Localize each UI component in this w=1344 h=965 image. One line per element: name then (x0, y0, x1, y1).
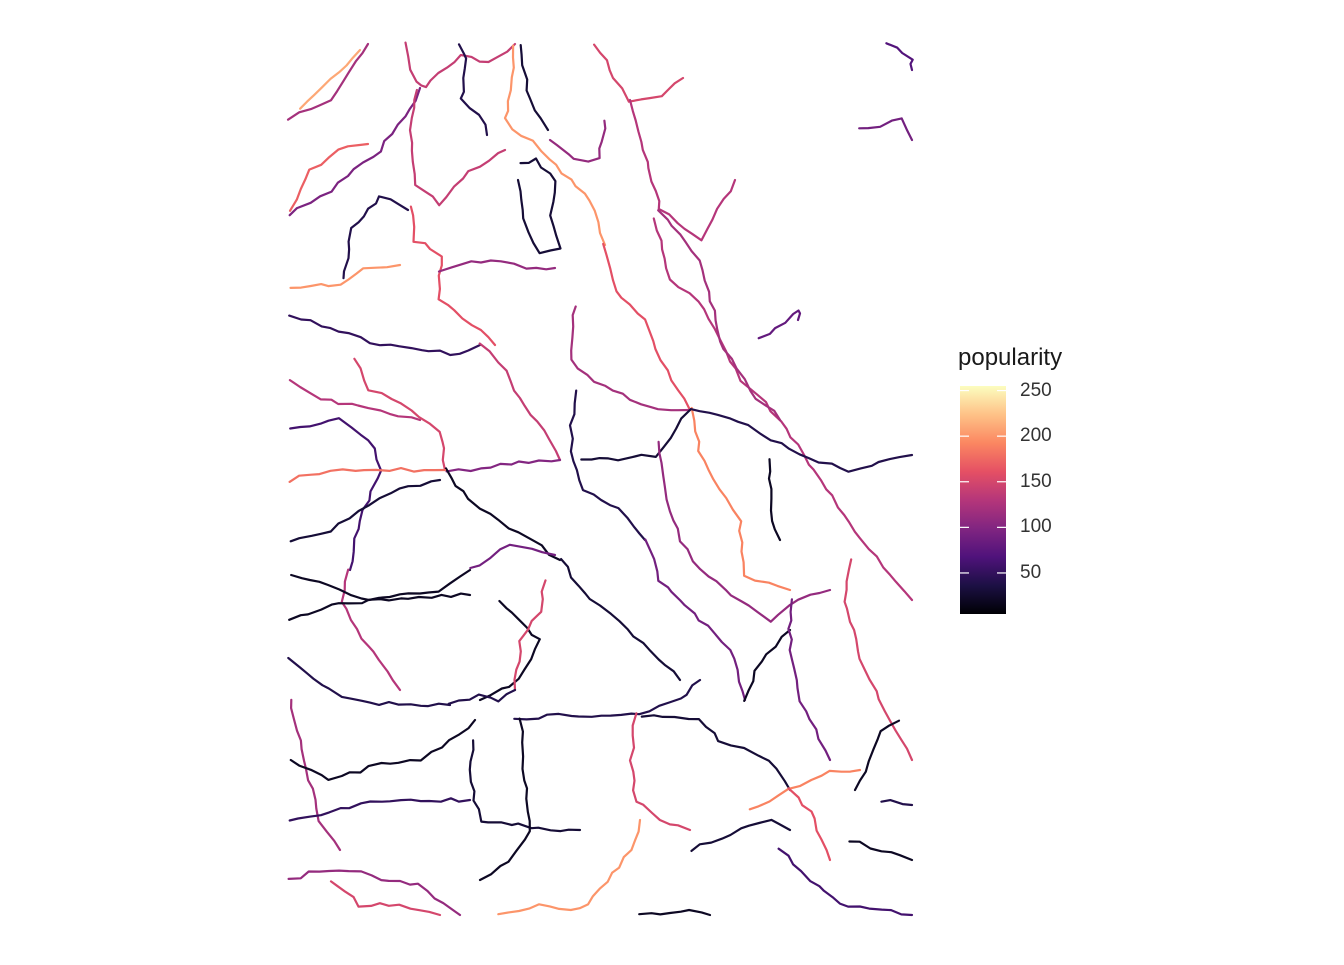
road-segment (516, 157, 562, 255)
road-segment (288, 592, 472, 621)
road-segment (478, 717, 531, 882)
road-segment (848, 840, 914, 862)
road-segment (287, 869, 462, 917)
road-segment (289, 718, 477, 781)
road-segment (748, 768, 862, 811)
road-segment (657, 209, 782, 422)
road-segment (513, 678, 702, 721)
legend-tick-label: 150 (1020, 470, 1052, 492)
road-segment (478, 599, 541, 702)
road-segment (853, 719, 901, 792)
road-segment (288, 86, 422, 217)
road-segment (457, 43, 489, 137)
road-segment (640, 714, 792, 792)
road-segment (447, 688, 517, 705)
road-segment (767, 458, 782, 542)
road-segment (548, 119, 607, 163)
legend-tick-label: 100 (1020, 516, 1052, 538)
road-segment (690, 406, 792, 592)
road-segment (787, 598, 832, 762)
road-segment (568, 389, 647, 542)
road-segment (580, 408, 692, 462)
road-segment (628, 98, 737, 242)
road-segment (289, 263, 402, 289)
road-segment (858, 117, 914, 142)
road-segment (288, 142, 370, 212)
road-segment (290, 568, 472, 602)
road-segment (513, 579, 547, 692)
legend-tick-label: 200 (1020, 425, 1052, 447)
road-segment (468, 739, 582, 833)
road-segment (757, 309, 802, 340)
road-segment (777, 847, 914, 917)
road-segment (843, 558, 914, 762)
road-segment (437, 259, 557, 273)
road-segment (342, 195, 410, 280)
road-segment (593, 43, 685, 103)
road-segment (289, 417, 383, 572)
road-segment (288, 379, 422, 422)
road-segment (404, 41, 517, 89)
road-segment (690, 818, 792, 852)
road-segment (299, 48, 362, 110)
road-segment (602, 242, 692, 412)
road-segment (880, 799, 914, 807)
road-segment (286, 42, 370, 121)
road-segment (497, 818, 642, 916)
road-segment (289, 478, 442, 543)
road-segment (657, 440, 832, 623)
road-segment (444, 467, 562, 562)
road-segment (689, 408, 914, 473)
legend-tick-label: 250 (1020, 379, 1052, 401)
legend-colorbar (960, 386, 1006, 614)
legend-tick-label: 50 (1020, 561, 1042, 583)
road-segment (288, 314, 482, 357)
road-segment (288, 467, 447, 483)
road-segment (353, 357, 447, 472)
road-segment (287, 656, 452, 708)
road-segment (638, 908, 712, 917)
road-segment (560, 558, 682, 682)
road-segment (340, 568, 402, 692)
road-segment (628, 712, 692, 832)
road-segment (290, 698, 342, 852)
road-segment (519, 44, 550, 132)
road-segment (652, 217, 914, 602)
road-segment (409, 205, 497, 347)
road-segment (743, 628, 792, 702)
road-segment (445, 458, 562, 473)
legend-colorbar-fill (960, 386, 1006, 614)
popularity-legend: popularity 250 200 150 100 50 (958, 340, 1138, 630)
road-segment (329, 880, 442, 917)
road-segment (408, 88, 507, 207)
road-segment (644, 538, 747, 702)
road-segment (570, 305, 692, 412)
road-segment (787, 787, 832, 862)
road-segment (478, 342, 562, 462)
legend-title: popularity (958, 344, 1063, 371)
road-segment (503, 44, 607, 247)
road-segment (288, 797, 472, 822)
road-segment (885, 42, 914, 72)
road-segment (469, 543, 557, 570)
